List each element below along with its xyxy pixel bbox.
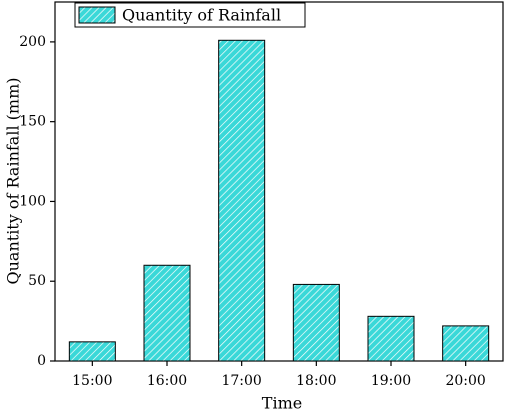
y-tick-label: 50 [28,273,46,289]
x-tick-label: 19:00 [371,373,411,389]
x-tick-label: 17:00 [221,373,261,389]
x-tick-label: 16:00 [147,373,187,389]
bar [367,315,415,362]
bar [143,264,191,362]
x-axis-label: Time [262,394,302,412]
plot-frame [54,1,504,362]
y-tick-label: 100 [19,193,46,209]
bar [218,39,266,362]
x-tick-label: 18:00 [296,373,336,389]
bar [292,283,340,362]
y-axis-label: Quantity of Rainfall (mm) [4,78,23,285]
x-tick-label: 15:00 [72,373,112,389]
y-tick-label: 200 [19,34,46,50]
y-tick-label: 150 [19,114,46,130]
x-tick-label: 20:00 [445,373,485,389]
bar [68,341,116,362]
bar [442,325,490,362]
legend-label: Quantity of Rainfall [122,6,281,25]
legend-swatch [78,6,116,24]
y-tick-label: 0 [37,353,46,369]
